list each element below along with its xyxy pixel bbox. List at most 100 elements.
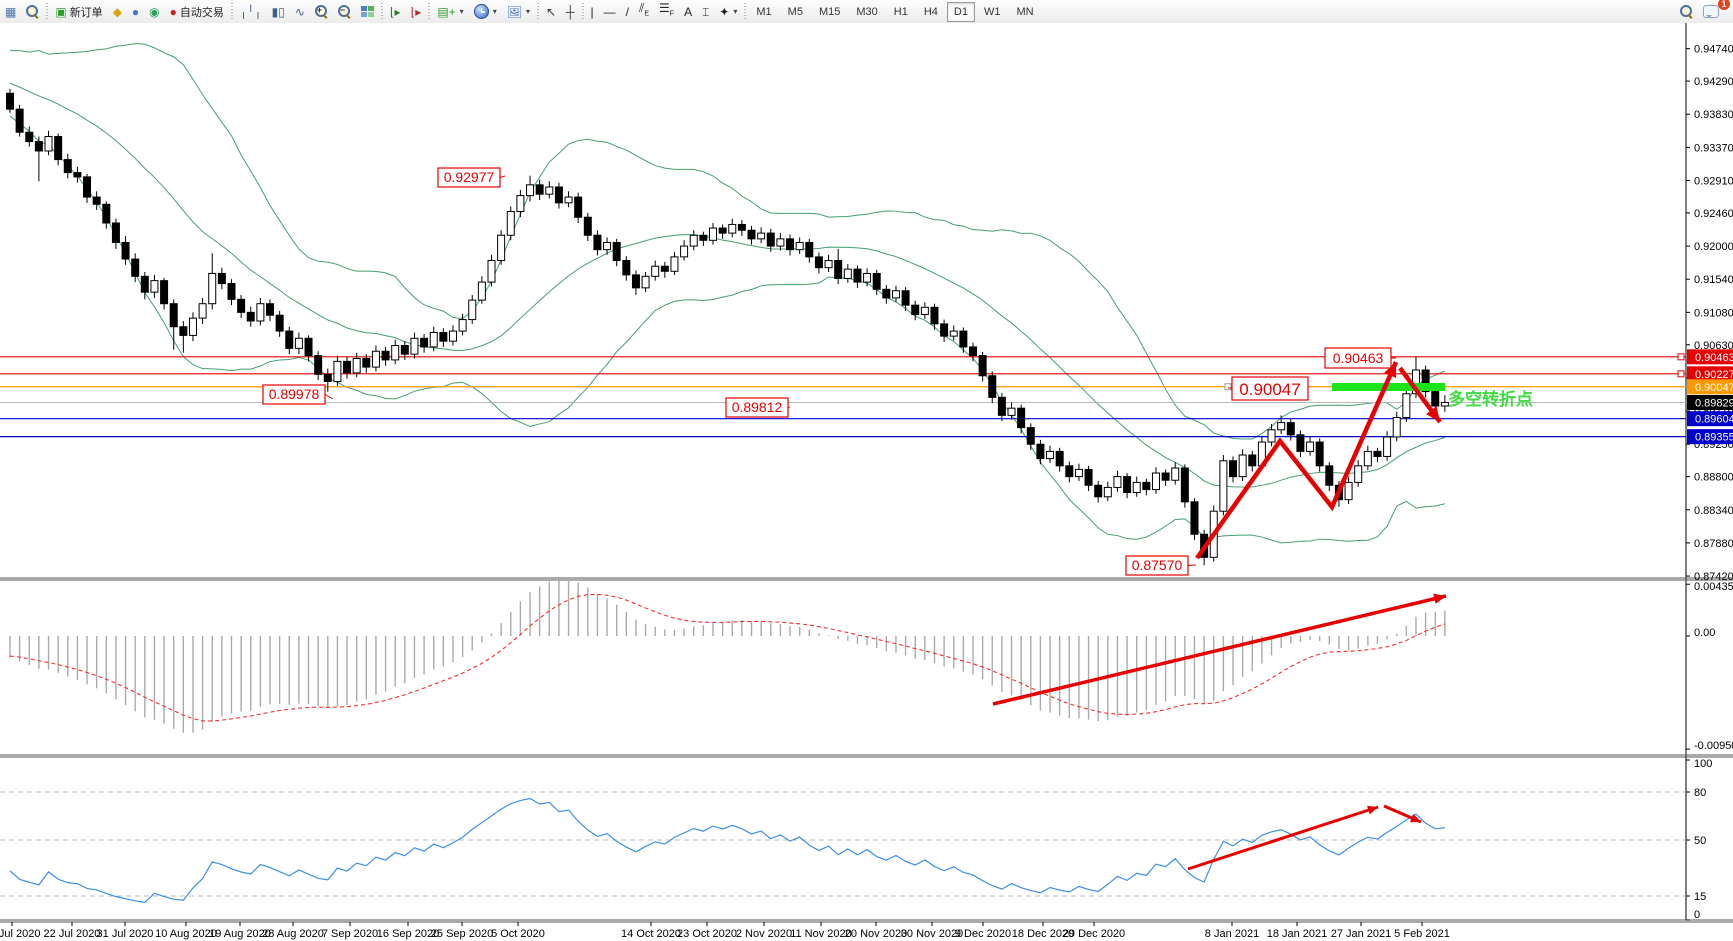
tile-windows-icon[interactable] <box>357 4 378 19</box>
price-tag-0.89604 <box>1687 411 1733 427</box>
candle <box>651 265 660 277</box>
price-tick-label: 0.94740 <box>1694 44 1733 56</box>
candle <box>439 332 448 342</box>
channel-icon[interactable]: ⫽E <box>639 1 650 18</box>
new-order-button[interactable]: ▣ 新订单 <box>51 2 106 22</box>
community-icon[interactable]: ● <box>131 4 140 19</box>
price-tick-label: 0.91080 <box>1694 307 1733 319</box>
timeframe-mn[interactable]: MN <box>1016 5 1034 18</box>
price-label-box[interactable] <box>1231 376 1309 401</box>
note-text[interactable]: 多空转折点 <box>1448 389 1533 409</box>
candle <box>429 332 438 348</box>
candle <box>1383 436 1392 457</box>
candle <box>660 265 669 272</box>
chat-icon[interactable]: 1 <box>1699 0 1730 20</box>
line-handle[interactable] <box>1224 383 1232 391</box>
price-tag-0.90047-text: 0.90047 <box>1695 382 1733 394</box>
candle <box>1296 434 1305 452</box>
candle <box>420 337 429 348</box>
chart-shift-icon[interactable]: ⌊▸ <box>410 4 422 19</box>
periods-icon[interactable]: ▾ <box>470 2 501 21</box>
new-chart-icon[interactable]: ▦ <box>5 4 17 19</box>
date-label: 16 Sep 2020 <box>377 928 439 940</box>
rsi-tick-label: 100 <box>1694 758 1712 770</box>
new-order-label: 新订单 <box>69 6 103 19</box>
profiles-icon[interactable] <box>22 3 43 20</box>
signals-icon[interactable]: ◉ <box>149 4 160 19</box>
templates-icon[interactable]: 🖼 ▾ <box>506 4 530 19</box>
candle <box>1440 401 1449 407</box>
arrowhead <box>1410 813 1421 823</box>
candle <box>940 323 949 337</box>
autotrading-button[interactable]: ● 自动交易 <box>166 2 228 22</box>
candle <box>1142 481 1151 491</box>
bar-chart-icon[interactable]: ╷╵╷ <box>239 4 262 19</box>
candle <box>1431 391 1440 407</box>
price-label-box[interactable] <box>437 167 501 188</box>
date-label: 11 Nov 2020 <box>790 928 852 940</box>
crosshair-icon[interactable]: ┼ <box>566 4 575 19</box>
timeframe-m5[interactable]: M5 <box>787 5 803 18</box>
candle <box>333 360 342 383</box>
chart-background <box>0 23 1733 941</box>
candle <box>1094 484 1103 498</box>
price-tag-0.89355 <box>1687 429 1733 445</box>
price-label-box[interactable] <box>262 384 326 405</box>
price-label-box[interactable] <box>1324 347 1392 369</box>
candle <box>1286 422 1295 436</box>
candle <box>160 280 169 305</box>
candlestick-chart-icon[interactable]: ▮▯ <box>271 4 285 19</box>
line-handle[interactable] <box>1677 370 1685 378</box>
line-handle[interactable] <box>1677 353 1685 361</box>
auto-scroll-icon[interactable]: ⌊▸ <box>389 4 401 19</box>
price-label-box[interactable] <box>1125 555 1189 576</box>
candle <box>6 92 14 110</box>
timeframe-m1[interactable]: M1 <box>756 5 772 18</box>
profile-magnifier-icon <box>26 5 39 18</box>
candle <box>371 350 380 368</box>
rsi-trend-arrow <box>1187 805 1379 871</box>
rsi-tick-label: 50 <box>1694 835 1706 847</box>
green-highlight-bar[interactable] <box>1332 383 1445 391</box>
candle <box>1306 441 1315 452</box>
search-icon[interactable] <box>1676 3 1697 20</box>
metaeditor-icon[interactable]: ◆ <box>112 4 122 19</box>
arrows-icon[interactable]: ✦ ▾ <box>719 4 738 19</box>
candle <box>391 344 400 361</box>
candle <box>824 259 833 269</box>
timeframe-h1[interactable]: H1 <box>893 5 908 18</box>
candle <box>670 256 679 272</box>
candle <box>208 272 217 305</box>
price-label-text: 0.89978 <box>269 386 320 402</box>
candle <box>612 241 621 261</box>
line-chart-icon[interactable]: ∿ <box>294 4 305 19</box>
candle <box>458 319 467 332</box>
zoom-out-icon[interactable]: − <box>334 3 355 20</box>
candle <box>506 210 515 236</box>
timeframe-h4[interactable]: H4 <box>923 5 938 18</box>
candle <box>737 223 746 231</box>
timeframe-w1[interactable]: W1 <box>983 5 1001 18</box>
horizontal-line-icon[interactable]: — <box>603 4 616 19</box>
vertical-line-icon[interactable]: | <box>590 4 594 19</box>
candle <box>593 234 602 251</box>
timeframe-d1[interactable]: D1 <box>946 1 975 22</box>
price-tag-0.90047 <box>1687 379 1733 395</box>
fibonacci-icon[interactable]: ☰F <box>659 1 675 18</box>
indicators-icon[interactable]: ▤+ ▾ <box>437 4 464 19</box>
trendline-icon[interactable]: / <box>625 4 629 19</box>
timeframe-m15[interactable]: M15 <box>818 5 841 18</box>
price-label-box[interactable] <box>725 397 789 418</box>
chat-badge: 1 <box>1718 0 1730 10</box>
candle <box>497 234 506 261</box>
timeframe-m30[interactable]: M30 <box>856 5 878 18</box>
price-tag-0.90227-text: 0.90227 <box>1695 369 1733 381</box>
text-label-icon[interactable]: ⌶ <box>702 4 710 19</box>
zoom-in-icon[interactable]: + <box>311 3 332 20</box>
cursor-icon[interactable]: ↖ <box>545 4 557 19</box>
candle <box>641 275 650 289</box>
price-tick-label: 0.90630 <box>1694 340 1733 352</box>
text-icon[interactable]: A <box>684 4 693 19</box>
